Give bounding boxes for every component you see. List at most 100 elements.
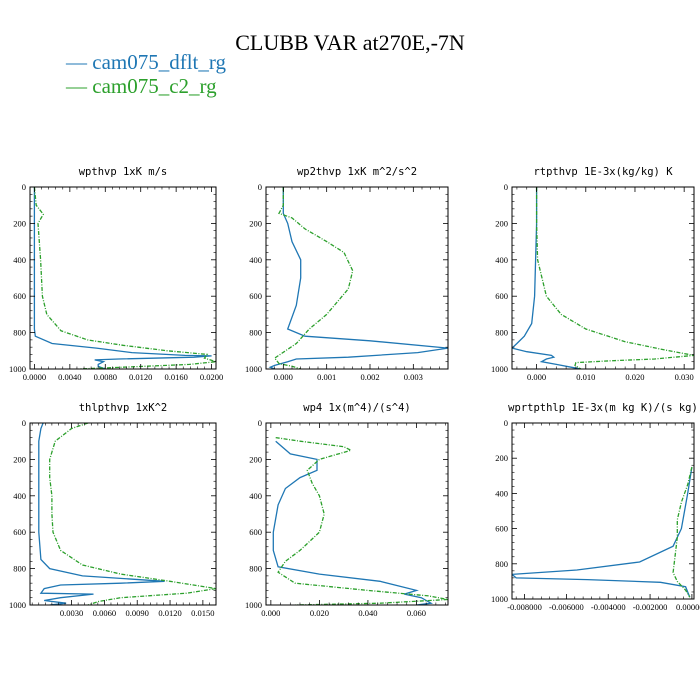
x-tick-label: 0.0120 — [158, 608, 181, 618]
y-tick-label: 0 — [504, 418, 508, 428]
x-tick-label: 0.0090 — [126, 608, 149, 618]
y-tick-label: 200 — [13, 218, 26, 228]
plot-frame — [29, 186, 217, 370]
plot-frame — [511, 186, 695, 370]
y-tick-label: 800 — [249, 328, 262, 338]
x-tick-label: 0.040 — [358, 608, 377, 618]
figure-title: CLUBB VAR at270E,-7N — [235, 30, 465, 55]
x-tick-label: 0.003 — [404, 372, 423, 382]
series-line-dflt — [512, 466, 693, 598]
x-tick-label: 0.020 — [625, 372, 644, 382]
series-line-dflt — [512, 187, 582, 369]
chart-panel-4: thlpthvp 1xK^2 0 200 400 600 800 1000 0.0030 0.0… — [9, 402, 217, 618]
series-line-dflt — [33, 187, 212, 369]
y-tick-label: 0 — [22, 418, 26, 428]
y-tick-label: 400 — [495, 255, 508, 265]
chart-panel-3: rtpthvp 1E-3x(kg/kg) K 0 200 400 600 800 1000 0… — [491, 166, 695, 382]
x-tick-label: 0.0080 — [94, 372, 117, 382]
legend-label: cam075_c2_rg — [92, 74, 217, 98]
y-tick-label: 200 — [249, 454, 262, 464]
chart-panel-2: wp2thvp 1xK m^2/s^2 0 200 400 600 800 1000 0.00… — [245, 166, 449, 382]
y-tick-label: 800 — [13, 328, 26, 338]
y-tick-label: 400 — [495, 488, 508, 498]
chart-title: wp4 1x(m^4)/(s^4) — [303, 402, 410, 414]
x-tick-label: 0.020 — [310, 608, 329, 618]
y-tick-label: 1000 — [9, 364, 26, 374]
y-tick-label: 600 — [249, 527, 262, 537]
x-tick-label: 0.030 — [675, 372, 694, 382]
x-tick-label: -0.002000 — [633, 602, 668, 612]
y-tick-label: 800 — [495, 328, 508, 338]
chart-title: wpthvp 1xK m/s — [79, 166, 168, 178]
x-tick-label: 0.0160 — [164, 372, 187, 382]
y-tick-label: 600 — [495, 291, 508, 301]
y-tick-label: 600 — [13, 527, 26, 537]
y-tick-label: 200 — [495, 218, 508, 228]
y-tick-label: 800 — [13, 564, 26, 574]
series-line-c2 — [49, 423, 216, 605]
y-tick-label: 800 — [249, 564, 262, 574]
y-tick-label: 400 — [13, 255, 26, 265]
x-tick-label: 0.060 — [407, 608, 426, 618]
legend: — cam075_dflt_rg — cam075_c2_rg — [66, 50, 226, 98]
y-tick-label: 1000 — [491, 594, 508, 604]
y-tick-label: 0 — [504, 182, 508, 192]
y-tick-label: 200 — [13, 454, 26, 464]
x-tick-label: 0.001 — [317, 372, 336, 382]
series-line-c2 — [535, 187, 694, 369]
chart-title: wp2thvp 1xK m^2/s^2 — [297, 166, 417, 178]
x-tick-label: 0.0060 — [93, 608, 116, 618]
plot-frame — [265, 422, 449, 606]
y-tick-label: 0 — [22, 182, 26, 192]
legend-item-c2: — cam075_c2_rg — [66, 74, 226, 98]
x-tick-label: 0.000 — [261, 608, 280, 618]
y-tick-label: 400 — [249, 491, 262, 501]
y-tick-label: 1000 — [245, 600, 262, 610]
x-tick-label: 0.0150 — [191, 608, 214, 618]
x-tick-label: -0.006000 — [549, 602, 584, 612]
y-tick-label: 600 — [13, 291, 26, 301]
y-tick-label: 400 — [13, 491, 26, 501]
x-tick-label: 0.0200 — [200, 372, 223, 382]
x-tick-label: 0.002 — [360, 372, 379, 382]
x-tick-label: 0.010 — [576, 372, 595, 382]
x-tick-label: 0.0000 — [23, 372, 46, 382]
y-tick-label: 800 — [495, 559, 508, 569]
series-line-c2 — [273, 187, 354, 369]
chart-title: wprtpthlp 1E-3x(m kg K)/(s kg) — [508, 402, 698, 414]
chart-panel-6: wprtpthlp 1E-3x(m kg K)/(s kg)0 200 400 600… — [491, 402, 700, 612]
series-line-c2 — [33, 187, 216, 369]
plot-frame — [29, 422, 217, 606]
x-tick-label: 0.000 — [274, 372, 293, 382]
y-tick-label: 600 — [249, 291, 262, 301]
series-line-dflt — [38, 423, 165, 605]
legend-item-dflt: — cam075_dflt_rg — [66, 50, 226, 74]
y-tick-label: 600 — [495, 524, 508, 534]
x-tick-label: -0.004000 — [591, 602, 626, 612]
y-tick-label: 200 — [495, 453, 508, 463]
x-tick-label: 0.000000 — [676, 602, 700, 612]
y-tick-label: 200 — [249, 218, 262, 228]
legend-dash: — — [66, 74, 93, 98]
legend-label: cam075_dflt_rg — [92, 50, 227, 74]
series-line-dflt — [272, 440, 434, 605]
plot-frame — [265, 186, 449, 370]
y-tick-label: 1000 — [491, 364, 508, 374]
y-tick-label: 0 — [258, 182, 262, 192]
x-tick-label: 0.0120 — [129, 372, 152, 382]
series-line-dflt — [268, 187, 448, 369]
x-tick-label: 0.0030 — [60, 608, 83, 618]
series-line-c2 — [672, 466, 693, 598]
chart-title: thlpthvp 1xK^2 — [79, 402, 168, 414]
y-tick-label: 400 — [249, 255, 262, 265]
series-line-c2 — [275, 436, 448, 605]
x-tick-label: 0.000 — [527, 372, 546, 382]
chart-title: rtpthvp 1E-3x(kg/kg) K — [533, 166, 673, 178]
y-tick-label: 0 — [258, 418, 262, 428]
y-tick-label: 1000 — [245, 364, 262, 374]
x-tick-label: -0.008000 — [507, 602, 542, 612]
